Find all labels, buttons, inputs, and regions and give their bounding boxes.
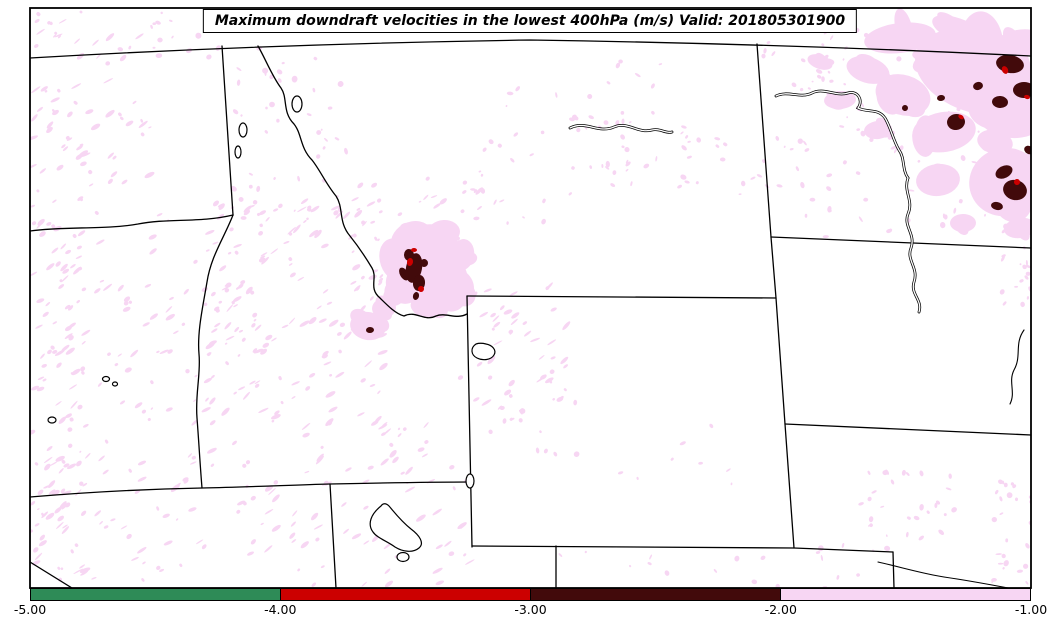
border-colorado-nebraska bbox=[892, 551, 895, 588]
downdraft-field bbox=[30, 8, 1031, 588]
border-idaho-washington bbox=[221, 45, 234, 216]
border-montana-south bbox=[466, 295, 777, 299]
border-104th-meridian bbox=[756, 43, 795, 549]
lake-pend-oreille bbox=[238, 122, 248, 138]
rivers bbox=[568, 89, 1025, 588]
border-wyoming-west bbox=[466, 295, 473, 548]
river-platte bbox=[877, 561, 1012, 588]
colorbar bbox=[30, 588, 1031, 601]
flathead-lake bbox=[291, 95, 303, 113]
colorbar-segment-neg2-neg1 bbox=[781, 589, 1030, 600]
bear-lake bbox=[465, 473, 475, 489]
border-42nd-parallel bbox=[30, 481, 471, 498]
border-southdakota-nebraska bbox=[784, 423, 1031, 436]
border-canada bbox=[30, 39, 1031, 59]
oregon-lake-1 bbox=[47, 416, 57, 424]
colorbar-tick-label: -2.00 bbox=[764, 602, 797, 617]
colorbar-tick-label: -1.00 bbox=[1014, 602, 1048, 617]
border-oregon-idaho bbox=[195, 214, 234, 489]
colorbar-tick-label: -3.00 bbox=[514, 602, 547, 617]
border-california-nevada bbox=[30, 561, 73, 588]
state-borders bbox=[30, 39, 1031, 588]
colorbar-segment-neg3-neg2 bbox=[531, 589, 781, 600]
colorbar-tick-label: -4.00 bbox=[264, 602, 297, 617]
oregon-lake-2 bbox=[101, 375, 111, 383]
border-northdakota-southdakota bbox=[770, 236, 1031, 249]
river-missouri-sd bbox=[906, 177, 921, 313]
colorbar-tick-label: -5.00 bbox=[13, 602, 47, 617]
lake-coeur-dalene bbox=[234, 145, 242, 159]
utah-lake bbox=[396, 551, 410, 563]
river-missouri-nd bbox=[775, 90, 909, 179]
great-salt-lake bbox=[369, 503, 423, 552]
yellowstone-lake bbox=[471, 342, 496, 361]
map-title: Maximum downdraft velocities in the lowe… bbox=[202, 9, 858, 33]
colorbar-segment-neg5-neg4 bbox=[31, 589, 281, 600]
border-41st-parallel bbox=[471, 545, 894, 553]
colorbar-segment-neg4-neg3 bbox=[281, 589, 531, 600]
lakes bbox=[47, 95, 496, 563]
border-montana-idaho bbox=[257, 45, 468, 319]
oregon-lake-3 bbox=[111, 381, 119, 387]
border-nevada-utah bbox=[329, 483, 337, 588]
border-washington-oregon bbox=[30, 214, 234, 232]
river-james bbox=[1009, 329, 1025, 405]
river-missouri-mt bbox=[569, 124, 673, 134]
